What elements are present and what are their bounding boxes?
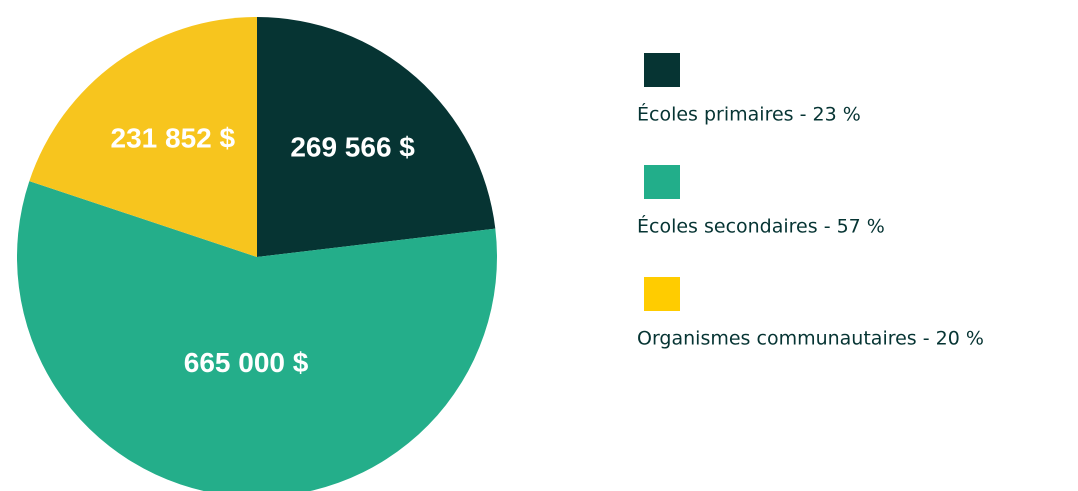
pie-slice bbox=[29, 17, 257, 257]
value-label: 269 566 $ bbox=[290, 132, 415, 163]
legend-label: Organismes communautaires - 20 % bbox=[637, 328, 984, 350]
legend-swatch bbox=[644, 53, 680, 87]
value-label: 665 000 $ bbox=[184, 347, 309, 378]
pie-slice bbox=[257, 17, 496, 257]
legend-label: Écoles primaires - 23 % bbox=[637, 103, 861, 126]
pie-slice bbox=[17, 181, 497, 491]
legend-label: Écoles secondaires - 57 % bbox=[637, 215, 885, 238]
legend-swatch bbox=[644, 277, 680, 311]
legend-swatch bbox=[644, 165, 680, 199]
value-label: 231 852 $ bbox=[111, 123, 236, 154]
